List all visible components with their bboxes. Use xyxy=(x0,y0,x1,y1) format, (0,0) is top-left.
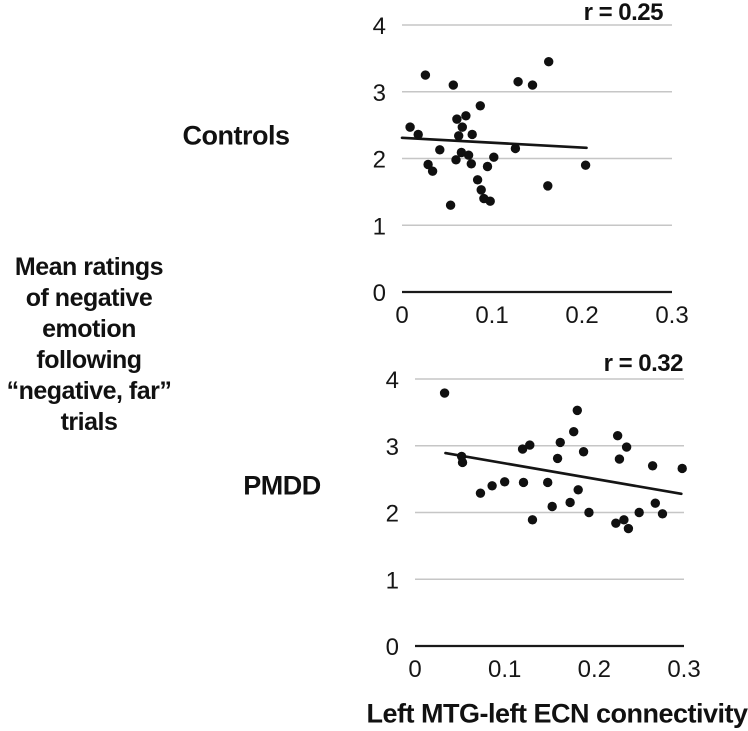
data-point xyxy=(580,160,591,170)
y-axis-label-line: trials xyxy=(60,408,118,436)
data-point xyxy=(544,57,554,67)
data-point xyxy=(467,129,477,140)
data-point xyxy=(482,161,493,172)
data-point xyxy=(525,440,535,450)
data-point xyxy=(657,509,668,519)
data-point xyxy=(555,437,565,448)
data-point xyxy=(527,515,538,525)
x-tick-label: 0.1 xyxy=(488,656,521,683)
data-point xyxy=(621,442,632,452)
data-point xyxy=(543,181,553,191)
data-point xyxy=(569,427,579,437)
data-point xyxy=(584,507,594,518)
data-point xyxy=(454,131,464,141)
data-point xyxy=(565,497,575,508)
data-point xyxy=(489,152,499,162)
data-point xyxy=(499,477,510,487)
data-point xyxy=(485,196,495,206)
data-point xyxy=(517,444,528,454)
y-tick-label: 4 xyxy=(386,367,399,394)
y-tick-label: 3 xyxy=(386,434,399,461)
x-tick-label: 0.2 xyxy=(578,656,611,683)
y-tick-label: 2 xyxy=(373,147,386,174)
y-tick-label: 0 xyxy=(373,280,386,307)
x-tick-label: 0 xyxy=(408,656,421,683)
data-point xyxy=(457,122,467,132)
trend-line xyxy=(400,136,588,150)
data-point xyxy=(623,523,634,534)
data-point xyxy=(518,477,529,488)
data-point xyxy=(619,515,629,525)
y-axis-label-line: “negative, far” xyxy=(6,377,172,405)
data-point xyxy=(472,175,483,185)
trend-line xyxy=(444,451,683,496)
y-tick-label: 3 xyxy=(373,80,386,107)
data-point xyxy=(439,388,450,398)
x-tick-label: 0.1 xyxy=(475,302,508,329)
data-point xyxy=(448,80,458,90)
y-axis-label-line: of negative xyxy=(25,284,153,312)
data-point xyxy=(451,155,461,165)
data-point xyxy=(427,166,438,176)
data-point xyxy=(445,200,456,210)
correlation-label-controls: r = 0.25 xyxy=(583,0,664,26)
data-point xyxy=(634,507,644,518)
group-label-pmdd: PMDD xyxy=(243,470,321,501)
x-tick-label: 0.3 xyxy=(655,302,688,329)
data-point xyxy=(475,488,486,498)
data-point xyxy=(475,101,485,111)
y-tick-label: 4 xyxy=(373,13,386,40)
y-axis-label-line: following xyxy=(36,346,142,374)
data-point xyxy=(457,457,468,468)
data-point xyxy=(466,159,476,169)
group-label-controls: Controls xyxy=(182,120,291,151)
data-point xyxy=(552,453,563,464)
data-point xyxy=(476,185,486,195)
data-point xyxy=(420,70,431,80)
data-point xyxy=(573,485,583,495)
y-tick-label: 1 xyxy=(373,213,386,240)
data-point xyxy=(547,501,557,512)
scatter-plot-controls: 0 1 2 3 4 0 0.1 0.2 0.3 xyxy=(373,13,689,329)
data-point xyxy=(487,481,497,491)
data-point xyxy=(647,461,658,471)
x-tick-label: 0 xyxy=(395,302,408,329)
y-tick-label: 0 xyxy=(386,634,399,661)
y-axis-label-line: emotion xyxy=(42,315,136,343)
data-point xyxy=(543,477,553,488)
data-point xyxy=(527,80,538,90)
y-tick-label: 1 xyxy=(386,567,399,594)
data-point xyxy=(461,111,471,121)
scatter-plot-pmdd: 0 1 2 3 4 0 0.1 0.2 0.3 xyxy=(386,367,701,683)
y-axis-label-line: Mean ratings xyxy=(14,253,164,281)
data-point xyxy=(510,143,521,154)
x-tick-label: 0.2 xyxy=(565,302,598,329)
y-tick-label: 2 xyxy=(386,501,399,528)
data-point xyxy=(677,463,687,474)
data-point xyxy=(423,159,433,170)
x-axis-label: Left MTG-left ECN connectivity xyxy=(366,698,748,729)
x-tick-label: 0.3 xyxy=(667,656,700,683)
data-point xyxy=(413,129,423,140)
data-point xyxy=(650,498,661,508)
data-point xyxy=(513,77,523,87)
data-point xyxy=(614,454,625,464)
data-point xyxy=(572,405,582,416)
y-axis-label: Mean ratings of negative emotion followi… xyxy=(0,252,178,438)
data-point xyxy=(435,145,445,155)
data-point xyxy=(405,122,415,132)
data-point xyxy=(612,431,623,441)
data-point xyxy=(611,518,621,528)
data-point xyxy=(463,150,474,160)
data-point xyxy=(452,114,462,124)
data-point xyxy=(578,447,589,457)
correlation-label-pmdd: r = 0.32 xyxy=(603,350,684,377)
data-point xyxy=(456,147,467,158)
